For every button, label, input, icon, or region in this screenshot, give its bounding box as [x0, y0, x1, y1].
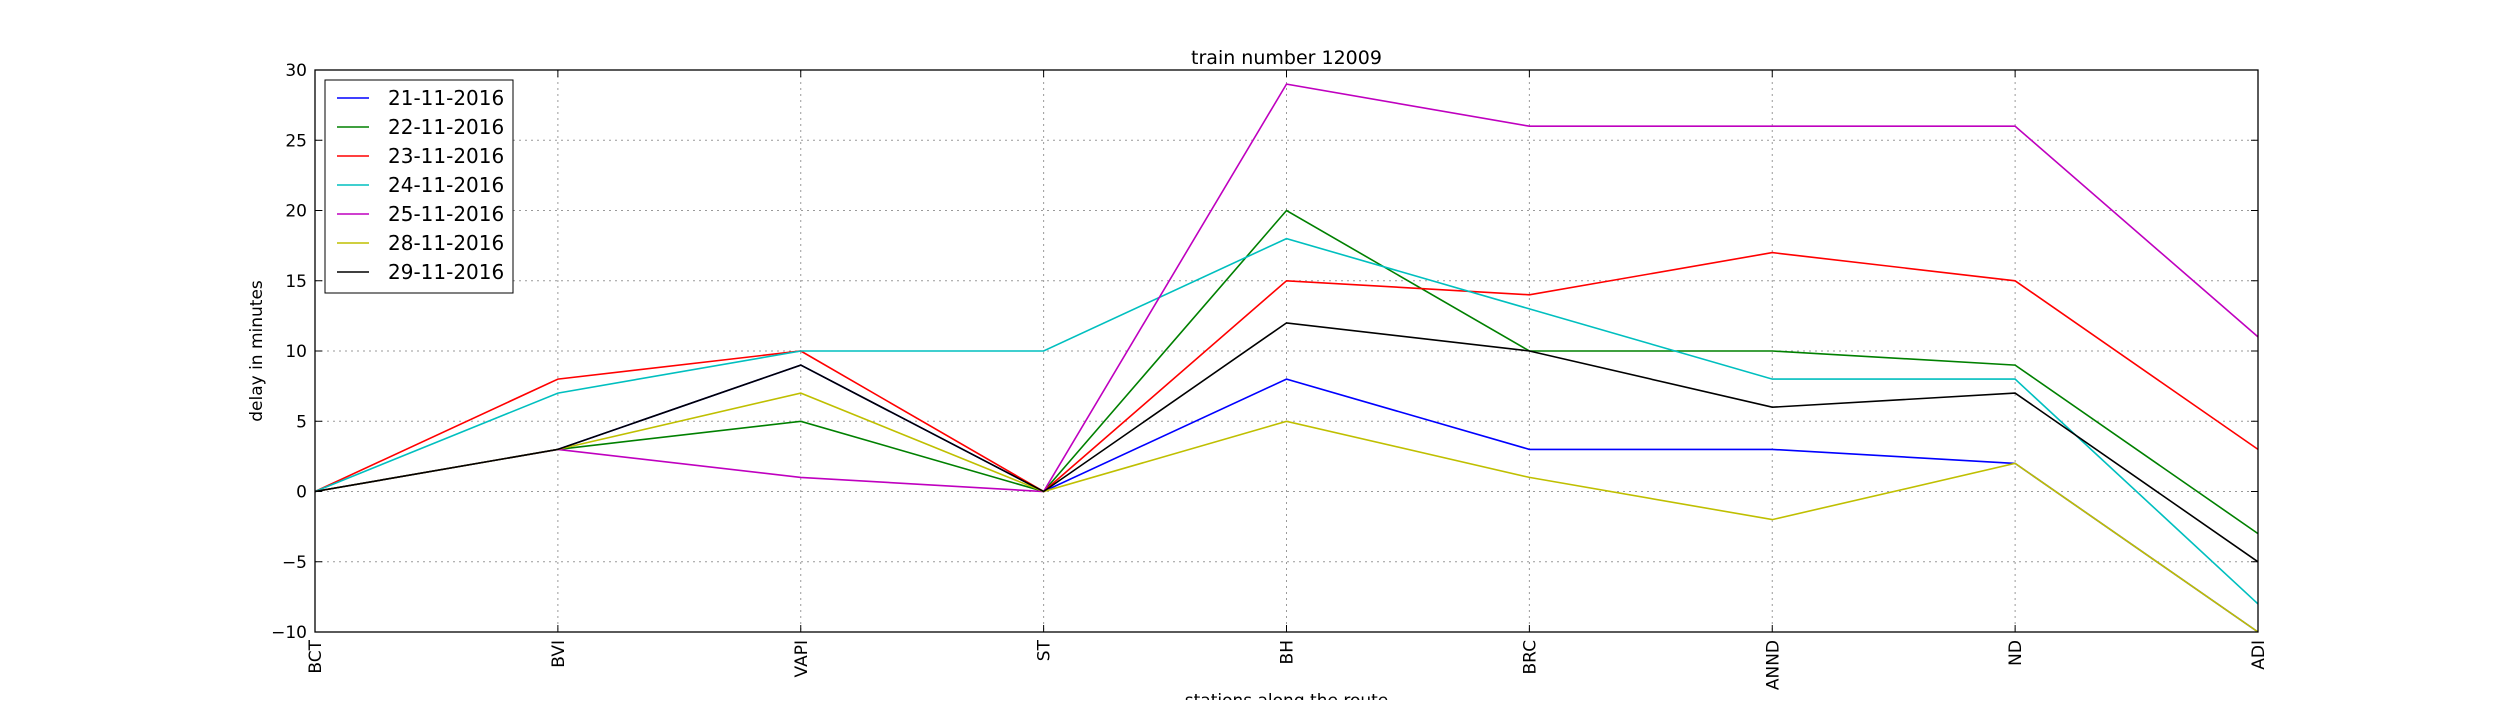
x-tick-label-nd: ND — [2006, 640, 2026, 666]
legend-label: 25-11-2016 — [388, 202, 504, 226]
x-tick-label-bct: BCT — [306, 639, 326, 673]
legend-label: 28-11-2016 — [388, 231, 504, 255]
y-tick-label: 30 — [285, 61, 307, 81]
legend-label: 21-11-2016 — [388, 86, 504, 110]
y-tick-label: 5 — [296, 412, 307, 432]
legend-label: 29-11-2016 — [388, 260, 504, 284]
y-tick-label: 15 — [285, 272, 307, 292]
series-line-22-11-2016 — [314, 209, 2259, 535]
legend-box — [324, 79, 514, 294]
y-tick-label: 25 — [285, 131, 307, 151]
y-tick-label: −5 — [282, 553, 307, 573]
legend-label: 22-11-2016 — [388, 115, 504, 139]
x-tick-label-st: ST — [1035, 639, 1055, 661]
y-tick-labels: −10 −5 0 5 10 15 20 25 30 — [271, 61, 2258, 643]
series-line-21-11-2016 — [314, 364, 2259, 633]
grid-lines — [314, 69, 2259, 633]
y-tick-label: 10 — [285, 342, 307, 362]
legend: 21-11-2016 22-11-2016 23-11-2016 24-11-2016… — [324, 79, 514, 294]
legend-label: 23-11-2016 — [388, 144, 504, 168]
chart-title: train number 12009 — [1191, 47, 1382, 69]
x-tick-label-brc: BRC — [1520, 640, 1540, 675]
x-tick-labels: BCT BVI VAPI ST BH BRC ANND ND ADI — [306, 70, 2269, 690]
x-tick-label-bh: BH — [1278, 640, 1298, 664]
x-tick-label-annd: ANND — [1763, 640, 1783, 690]
y-axis-label: delay in minutes — [247, 280, 267, 422]
series-line-23-11-2016 — [314, 251, 2259, 493]
x-tick-label-adi: ADI — [2249, 640, 2269, 670]
series-line-28-11-2016 — [314, 392, 2259, 633]
y-tick-label: 20 — [285, 202, 307, 222]
series-lines — [314, 83, 2259, 633]
series-line-25-11-2016 — [314, 83, 2259, 493]
y-tick-label: 0 — [296, 483, 307, 503]
y-tick-label: −10 — [271, 623, 307, 643]
legend-label: 24-11-2016 — [388, 173, 504, 197]
x-axis-label: stations along the route — [1185, 691, 1389, 700]
x-tick-label-vapi: VAPI — [792, 640, 812, 677]
series-line-24-11-2016 — [314, 237, 2259, 605]
series-line-29-11-2016 — [314, 322, 2259, 563]
x-tick-label-bvi: BVI — [549, 640, 569, 668]
